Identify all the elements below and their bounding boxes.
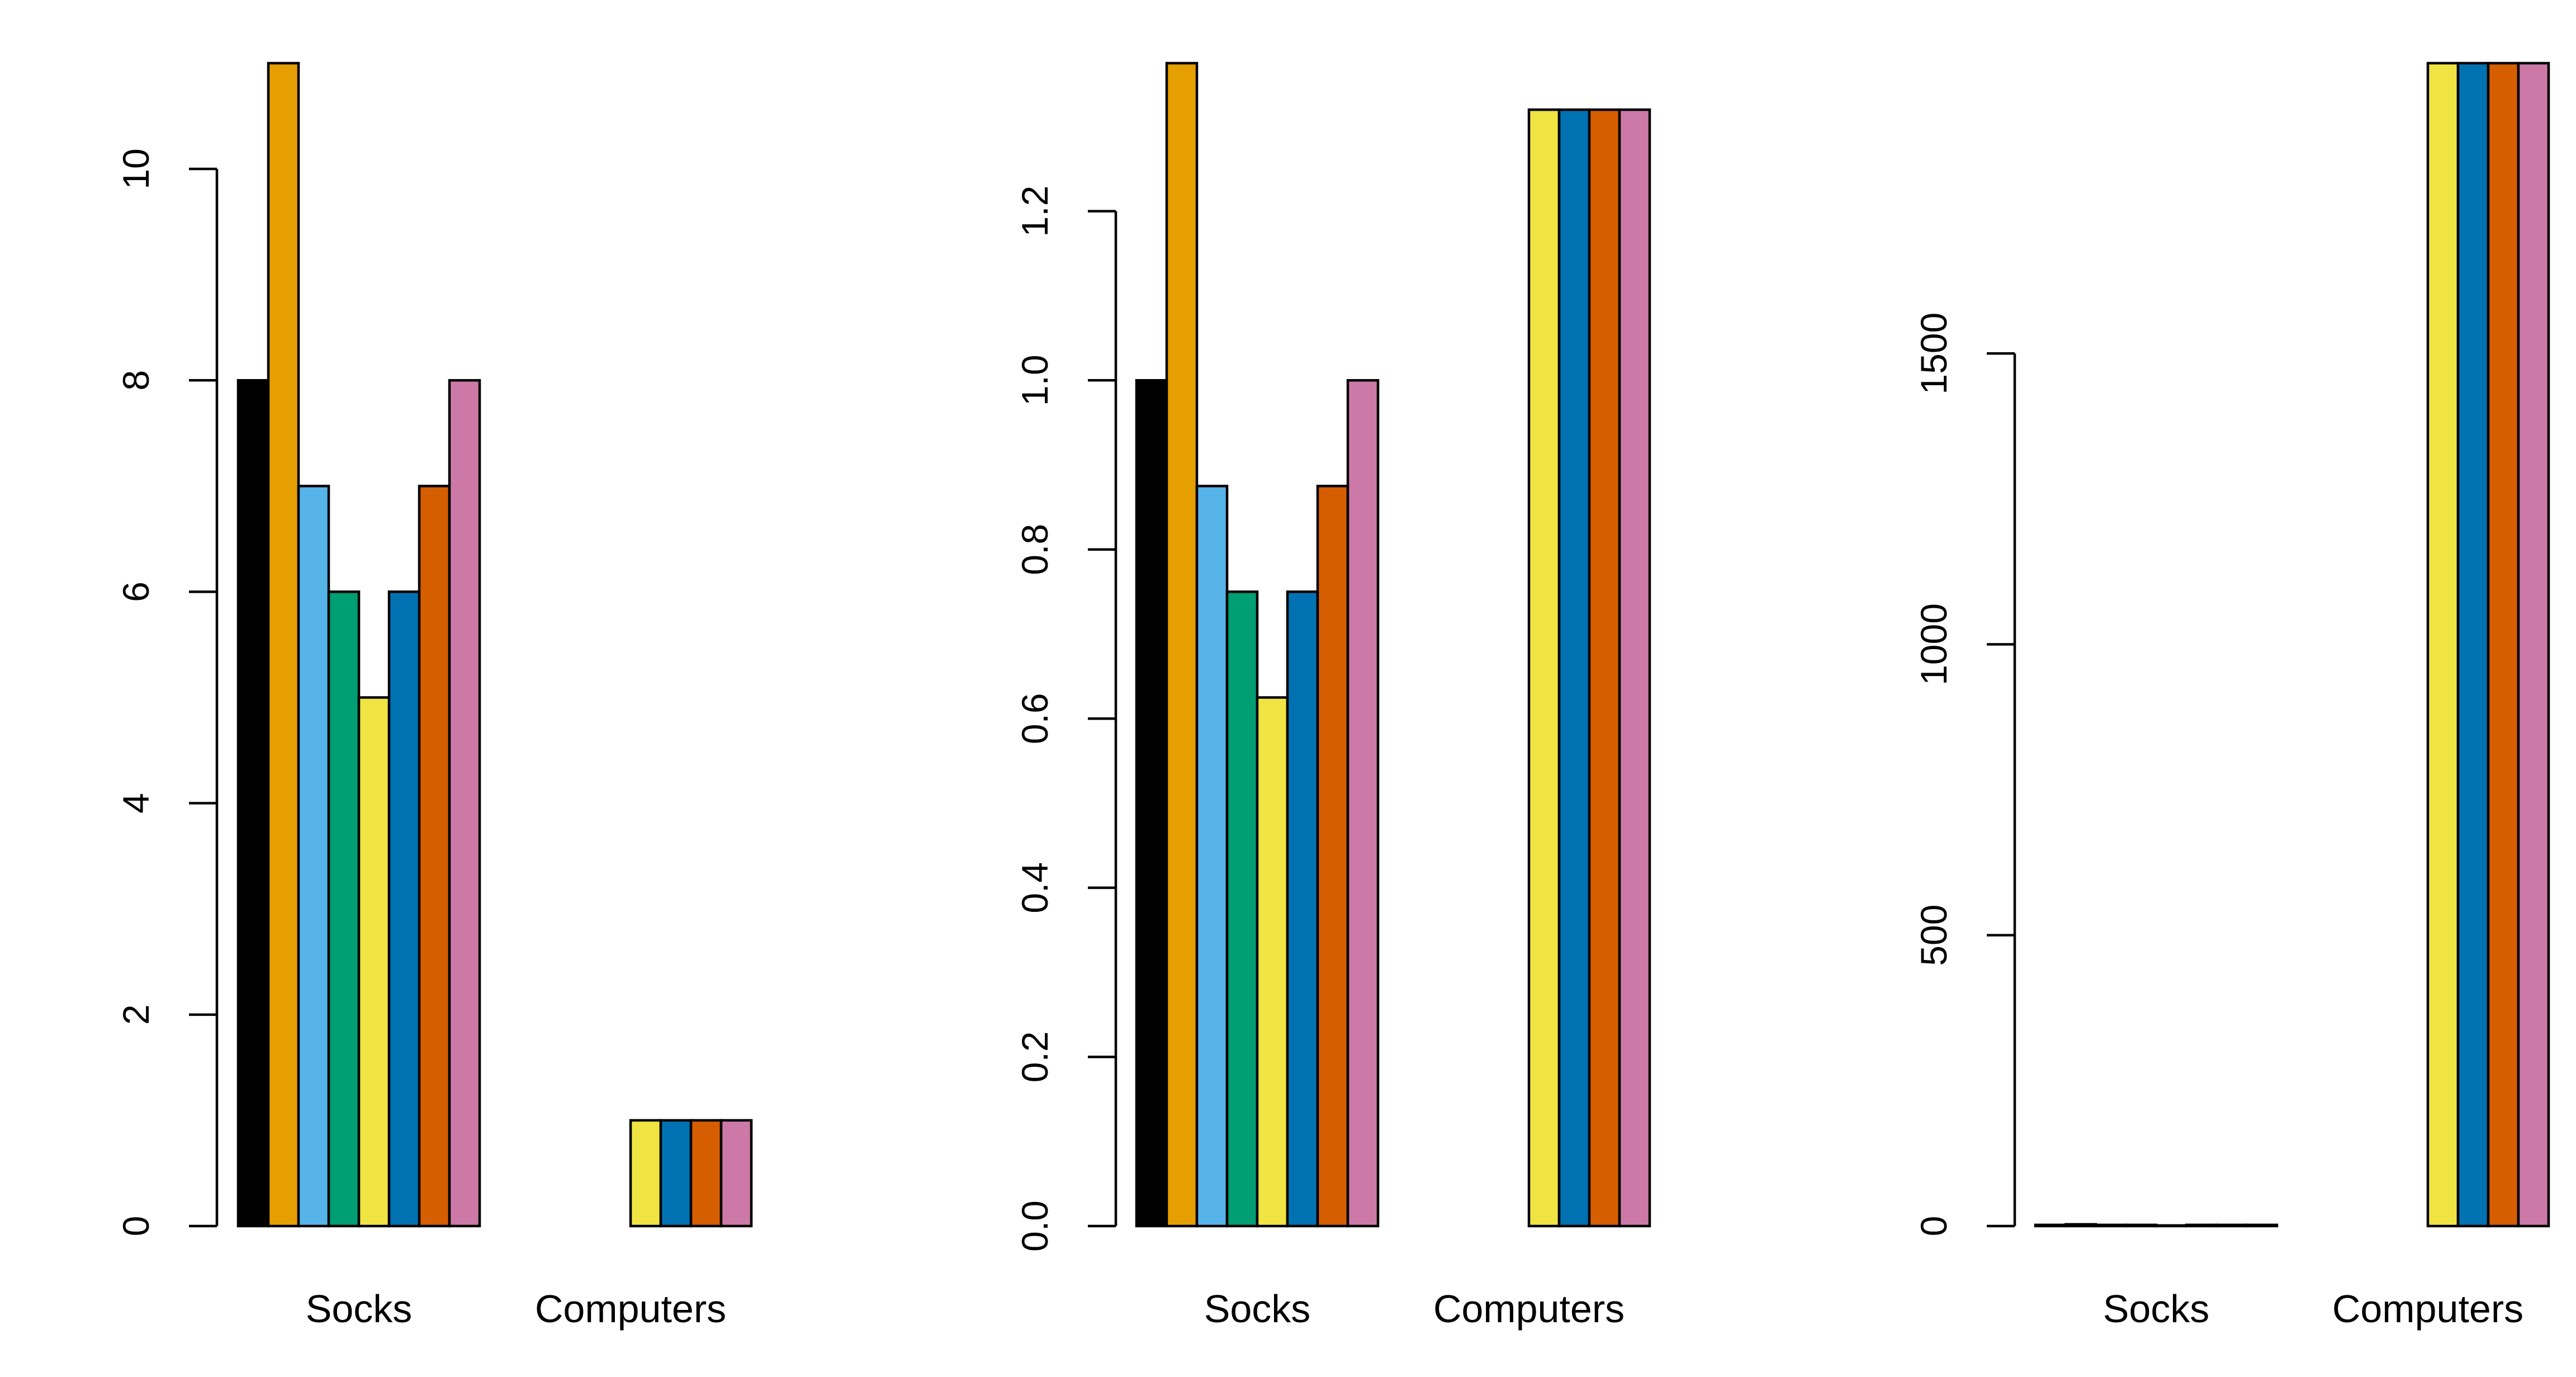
bar-computers-series-5 — [629, 1119, 662, 1228]
bar-socks-series-3 — [2094, 1223, 2128, 1228]
bar-socks-series-7 — [1316, 485, 1349, 1228]
category-label-socks: Socks — [1204, 1287, 1311, 1331]
y-tick-label: 0.6 — [1014, 693, 1055, 744]
bar-socks-series-1 — [1135, 379, 1168, 1228]
bar-computers-series-5 — [1527, 108, 1561, 1228]
bar-socks-series-4 — [327, 590, 361, 1228]
bar-socks-series-5 — [1256, 696, 1289, 1228]
y-tick-label: 1.0 — [1014, 354, 1055, 406]
bar-socks-series-4 — [2124, 1223, 2158, 1228]
y-tick-label: 0.0 — [1014, 1200, 1055, 1252]
bar-computers-series-8 — [1618, 108, 1651, 1228]
y-tick-label: 0 — [115, 1216, 157, 1237]
bar-computers-series-7 — [2487, 61, 2520, 1228]
bar-socks-series-8 — [448, 379, 481, 1228]
y-tick-label: 0.4 — [1014, 862, 1055, 914]
category-label-socks: Socks — [2103, 1287, 2210, 1331]
y-tick-label: 6 — [115, 581, 157, 602]
y-tick-label: 4 — [115, 793, 157, 813]
category-label-computers: Computers — [2332, 1287, 2523, 1331]
bar-socks-series-8 — [2245, 1223, 2279, 1228]
category-label-computers: Computers — [535, 1287, 726, 1331]
bar-computers-series-6 — [1557, 108, 1591, 1228]
panel-2: 0.0 0.2 0.4 0.6 0.8 1.0 1.2 Socks Computers — [1014, 61, 1651, 1331]
bar-socks-series-1 — [2034, 1223, 2067, 1228]
bar-socks-series-8 — [1346, 379, 1380, 1228]
y-tick-label: 1500 — [1913, 313, 1954, 395]
y-tick-label: 8 — [115, 370, 157, 391]
bar-socks-series-5 — [2154, 1224, 2188, 1228]
y-tick-label: 10 — [115, 148, 157, 189]
bar-computers-series-8 — [719, 1119, 753, 1228]
bar-socks-series-7 — [418, 485, 451, 1228]
y-tick-label: 0.8 — [1014, 524, 1055, 575]
bar-computers-series-5 — [2426, 61, 2460, 1228]
panel-3: 0 500 1000 1500 Socks Computers — [1913, 61, 2550, 1331]
category-label-socks: Socks — [306, 1287, 413, 1331]
y-tick-label: 500 — [1913, 905, 1954, 966]
bar-socks-series-2 — [1165, 61, 1199, 1228]
category-label-computers: Computers — [1433, 1287, 1625, 1331]
bar-socks-series-2 — [267, 61, 300, 1228]
bar-computers-series-7 — [1588, 108, 1621, 1228]
bar-computers-series-7 — [689, 1119, 723, 1228]
bar-computers-series-6 — [2456, 61, 2490, 1228]
y-tick-label: 1.2 — [1014, 186, 1055, 237]
panel-1: 0 2 4 6 8 10 Socks Computers — [115, 61, 753, 1331]
bar-computers-series-6 — [659, 1119, 693, 1228]
bar-socks-series-5 — [357, 696, 391, 1228]
bar-socks-series-4 — [1225, 590, 1259, 1228]
y-tick-label: 1000 — [1913, 603, 1954, 685]
y-tick-label: 0.2 — [1014, 1031, 1055, 1083]
y-tick-label: 2 — [115, 1004, 157, 1025]
bar-socks-series-1 — [236, 379, 270, 1228]
bar-socks-series-6 — [387, 590, 421, 1228]
bar-socks-series-3 — [297, 485, 330, 1228]
bar-socks-series-6 — [2185, 1223, 2218, 1228]
bar-socks-series-2 — [2064, 1223, 2097, 1228]
bar-socks-series-3 — [1195, 485, 1229, 1228]
bar-socks-series-6 — [1286, 590, 1319, 1228]
y-tick-label: 0 — [1913, 1216, 1954, 1237]
bar-socks-series-7 — [2215, 1223, 2248, 1228]
bar-computers-series-8 — [2517, 61, 2550, 1228]
